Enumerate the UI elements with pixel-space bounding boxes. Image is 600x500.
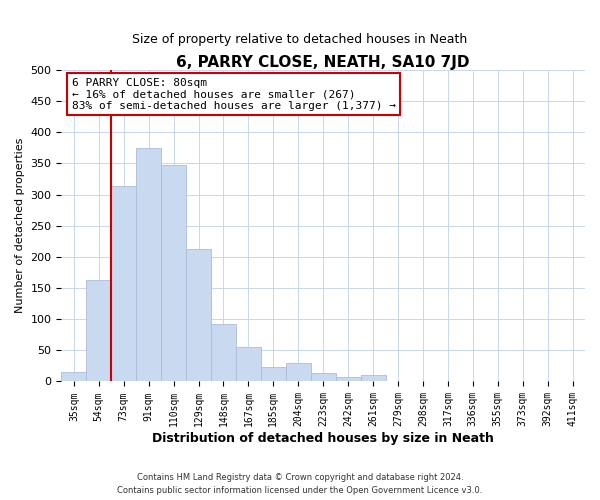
Bar: [311, 373, 335, 382]
Bar: [111, 186, 136, 382]
Bar: [361, 375, 386, 382]
Bar: [86, 280, 111, 382]
Bar: [410, 381, 436, 382]
X-axis label: Distribution of detached houses by size in Neath: Distribution of detached houses by size …: [152, 432, 494, 445]
Text: Contains HM Land Registry data © Crown copyright and database right 2024.
Contai: Contains HM Land Registry data © Crown c…: [118, 473, 482, 495]
Text: Size of property relative to detached houses in Neath: Size of property relative to detached ho…: [133, 32, 467, 46]
Bar: [186, 249, 211, 382]
Text: 6 PARRY CLOSE: 80sqm
← 16% of detached houses are smaller (267)
83% of semi-deta: 6 PARRY CLOSE: 80sqm ← 16% of detached h…: [72, 78, 396, 111]
Bar: [211, 324, 236, 382]
Bar: [261, 366, 286, 382]
Bar: [136, 148, 161, 382]
Y-axis label: Number of detached properties: Number of detached properties: [15, 138, 25, 314]
Bar: [61, 372, 86, 382]
Title: 6, PARRY CLOSE, NEATH, SA10 7JD: 6, PARRY CLOSE, NEATH, SA10 7JD: [176, 55, 470, 70]
Bar: [161, 166, 186, 382]
Bar: [236, 347, 261, 382]
Bar: [335, 377, 361, 382]
Bar: [286, 364, 311, 382]
